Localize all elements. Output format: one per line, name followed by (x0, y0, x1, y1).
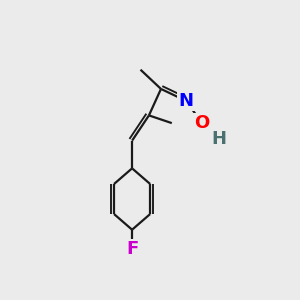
Text: F: F (126, 240, 138, 258)
Text: N: N (179, 92, 194, 110)
Text: H: H (211, 130, 226, 148)
Text: O: O (194, 114, 209, 132)
